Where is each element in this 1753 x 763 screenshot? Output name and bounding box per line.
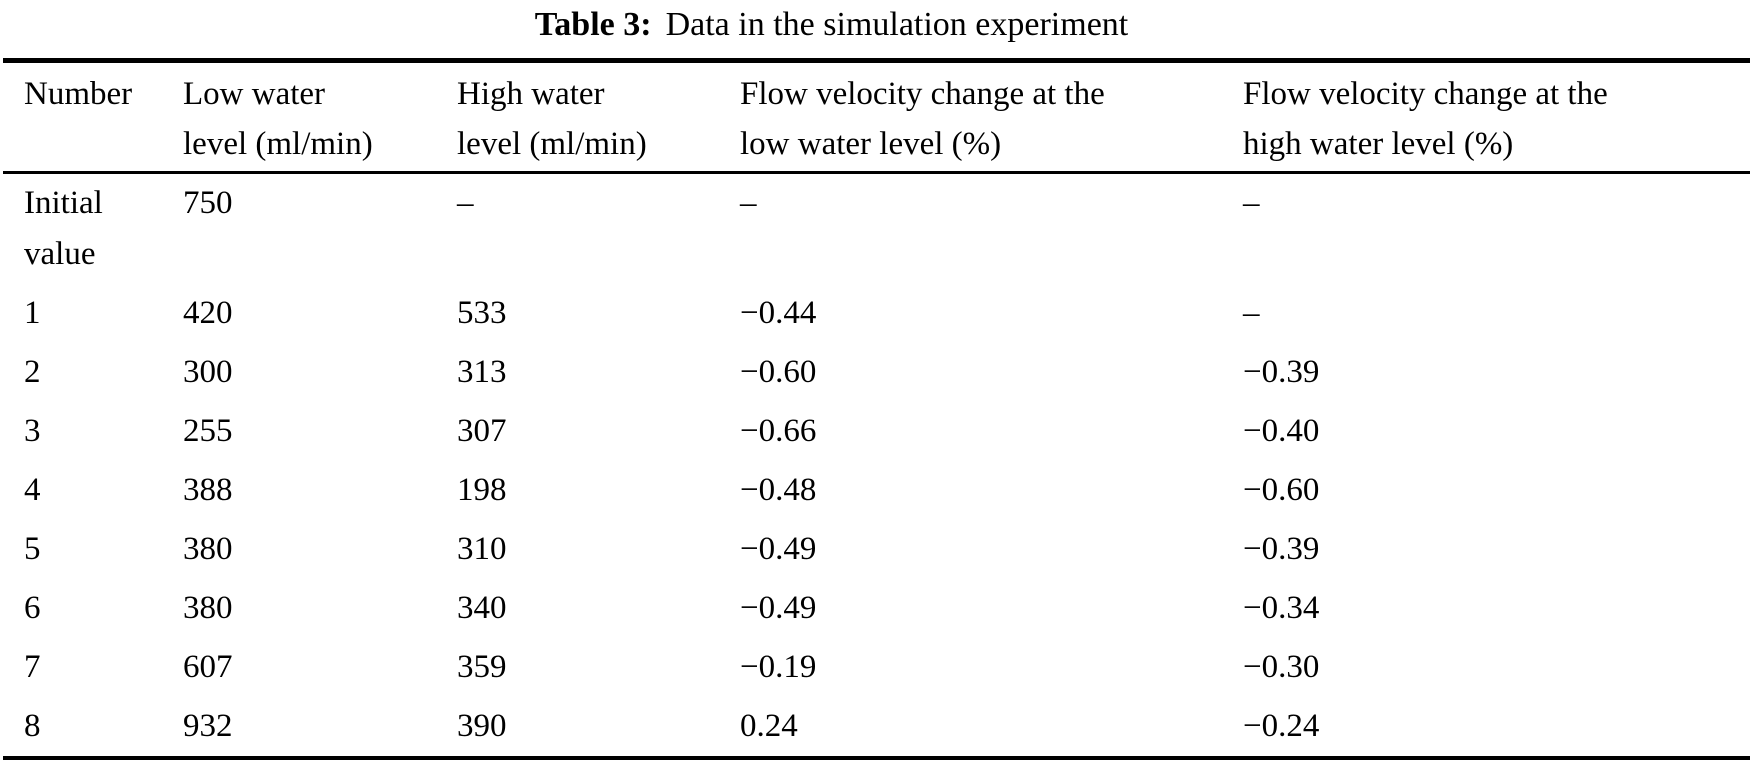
cell-low-water: 380 [183,531,233,567]
cell-flow-low: 0.24 [734,697,1237,760]
cell-flow-high: – [1243,295,1260,331]
table-row-3: 3 255 307 −0.66 −0.40 [3,402,1750,461]
cell-low-water: 607 [183,649,233,685]
cell-flow-high: −0.40 [1243,413,1320,449]
table-caption-text: Data in the simulation experiment [665,6,1129,43]
cell-high-water: 390 [451,697,734,760]
table-caption: Table 3: Data in the simulation experimen… [0,0,1708,58]
cell-high-water: 533 [457,295,507,331]
cell-number: Initial value [24,185,103,272]
cell-flow-high: −0.39 [1243,354,1320,390]
cell-flow-high: −0.39 [1243,531,1320,567]
cell-low-water: 380 [183,590,233,626]
table-row-4: 4 388 198 −0.48 −0.60 [3,461,1750,520]
cell-number: 5 [24,531,41,567]
table-row-8: 8 932 390 0.24 −0.24 [3,697,1750,760]
data-table: Number Low water level (ml/min) High wate… [3,58,1750,760]
cell-flow-low: – [740,185,757,221]
cell-high-water: 313 [457,354,507,390]
header-flow-velocity-low: Flow velocity change at the low water lev… [734,60,1237,174]
cell-low-water: 420 [183,295,233,331]
header-low-water-level: Low water level (ml/min) [177,60,451,174]
header-flow-velocity-high: Flow velocity change at the high water le… [1237,60,1750,174]
cell-number: 2 [24,354,41,390]
table-row-initial: Initial value 750 – – – [3,173,1750,285]
table-body: Initial value 750 – – – 1 420 533 −0.44 –… [3,173,1750,760]
cell-flow-high: −0.34 [1243,590,1320,626]
cell-low-water: 300 [183,354,233,390]
cell-number: 8 [3,697,177,760]
table-row-1: 1 420 533 −0.44 – [3,284,1750,343]
cell-flow-high: −0.60 [1243,472,1320,508]
cell-number: 7 [24,649,41,685]
cell-flow-low: −0.66 [740,413,817,449]
cell-high-water: – [457,185,474,221]
cell-number: 6 [24,590,41,626]
table-caption-label: Table 3: [534,6,652,43]
cell-low-water: 255 [183,413,233,449]
table-header: Number Low water level (ml/min) High wate… [3,60,1750,174]
cell-high-water: 307 [457,413,507,449]
cell-high-water: 310 [457,531,507,567]
cell-low-water: 932 [177,697,451,760]
cell-flow-low: −0.60 [740,354,817,390]
cell-flow-low: −0.49 [740,590,817,626]
table-row-2: 2 300 313 −0.60 −0.39 [3,343,1750,402]
table-row-5: 5 380 310 −0.49 −0.39 [3,520,1750,579]
cell-flow-high: – [1243,185,1260,221]
cell-low-water: 750 [183,185,233,221]
cell-flow-low: −0.44 [740,295,817,331]
header-row: Number Low water level (ml/min) High wate… [3,60,1750,174]
cell-high-water: 198 [457,472,507,508]
table-row-6: 6 380 340 −0.49 −0.34 [3,579,1750,638]
cell-number: 1 [24,295,41,331]
cell-flow-high: −0.24 [1237,697,1750,760]
cell-number: 4 [24,472,41,508]
cell-high-water: 359 [457,649,507,685]
header-number: Number [3,60,177,174]
cell-number: 3 [24,413,41,449]
cell-flow-low: −0.49 [740,531,817,567]
cell-flow-low: −0.48 [740,472,817,508]
cell-high-water: 340 [457,590,507,626]
cell-flow-high: −0.30 [1243,649,1320,685]
cell-flow-low: −0.19 [740,649,817,685]
header-high-water-level: High water level (ml/min) [451,60,734,174]
table-row-7: 7 607 359 −0.19 −0.30 [3,638,1750,697]
cell-low-water: 388 [183,472,233,508]
